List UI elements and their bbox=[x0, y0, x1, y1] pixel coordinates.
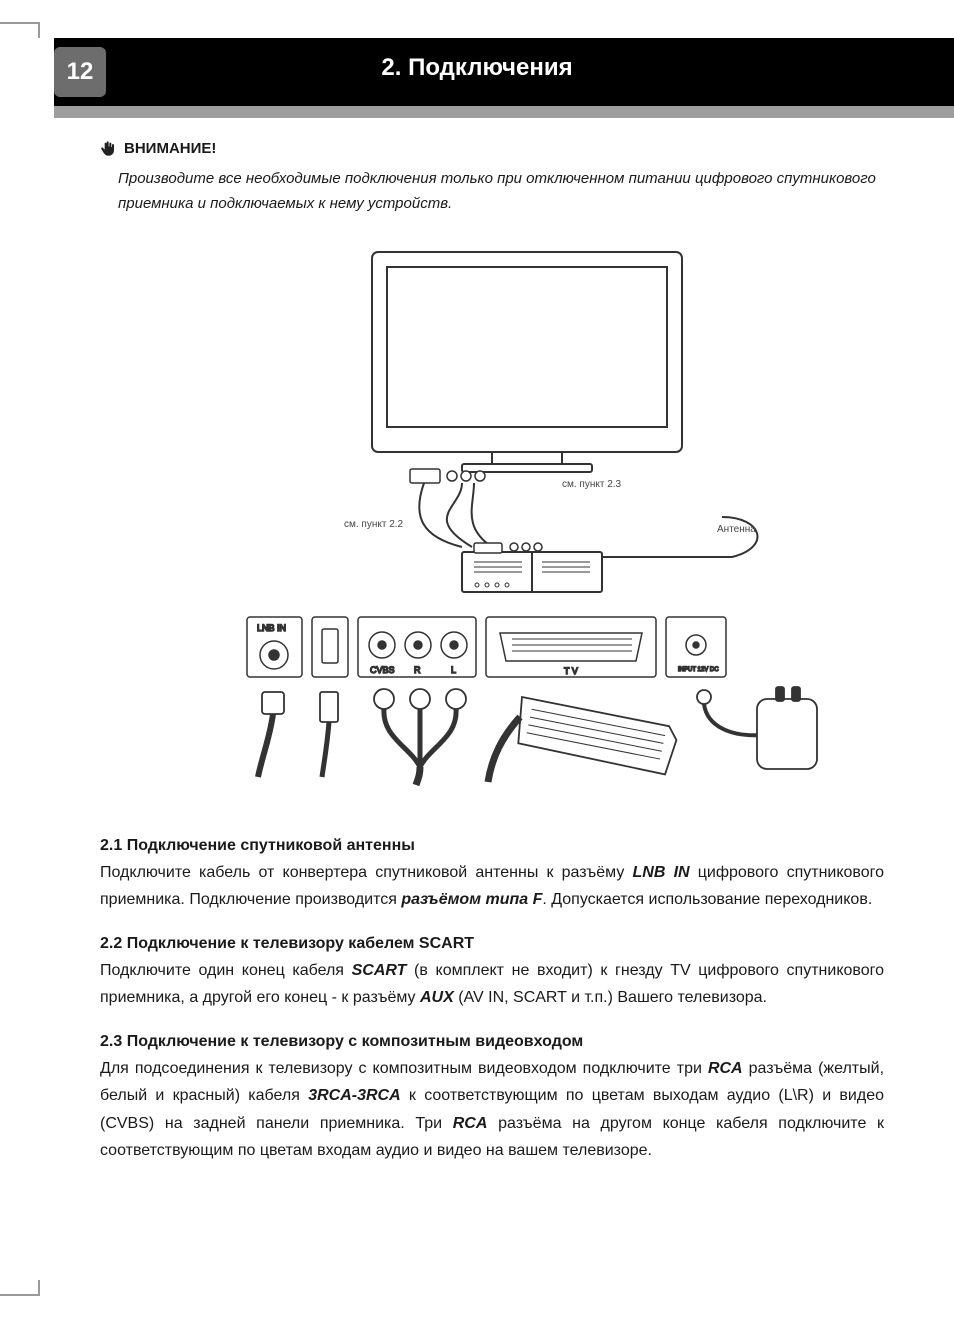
section-body: Подключите кабель от конвертера спутнико… bbox=[100, 859, 884, 913]
diagram-label-2-3: см. пункт 2.3 bbox=[562, 479, 622, 490]
warning-heading: ВНИМАНИЕ! bbox=[100, 140, 884, 157]
section-2-2: 2.2 Подключение к телевизору кабелем SCA… bbox=[100, 935, 884, 1011]
diagram-port-power: INPUT 12V DC bbox=[678, 667, 719, 673]
diagram-port-cvbs: CVBS bbox=[370, 665, 395, 675]
crop-mark bbox=[0, 22, 38, 24]
crop-mark bbox=[38, 22, 40, 38]
section-2-1: 2.1 Подключение спутниковой антенны Подк… bbox=[100, 837, 884, 913]
warning-text: Производите все необходимые подключения … bbox=[118, 167, 884, 217]
header-underline bbox=[54, 106, 954, 118]
connection-diagram: см. пункт 2.3 см. пункт 2.2 Антенна bbox=[162, 247, 822, 787]
section-body: Для подсоединения к телевизору с компози… bbox=[100, 1055, 884, 1164]
diagram-port-lnb: LNB IN bbox=[257, 623, 286, 633]
diagram-label-2-2: см. пункт 2.2 bbox=[344, 519, 404, 530]
hand-icon bbox=[100, 141, 116, 157]
crop-mark bbox=[0, 1294, 38, 1296]
section-title: 2.3 Подключение к телевизору с композитн… bbox=[100, 1033, 884, 1051]
warning-label: ВНИМАНИЕ! bbox=[124, 140, 216, 157]
crop-mark bbox=[38, 1280, 40, 1296]
diagram-port-tv: T V bbox=[564, 666, 578, 676]
diagram-port-r: R bbox=[414, 665, 421, 675]
section-title: 2.2 Подключение к телевизору кабелем SCA… bbox=[100, 935, 884, 953]
section-body: Подключите один конец кабеля SCART (в ко… bbox=[100, 957, 884, 1011]
diagram-port-l: L bbox=[451, 665, 456, 675]
chapter-title: 2. Подключения bbox=[0, 54, 954, 82]
diagram-label-antenna: Антенна bbox=[717, 524, 756, 535]
section-2-3: 2.3 Подключение к телевизору с композитн… bbox=[100, 1033, 884, 1164]
page-content: ВНИМАНИЕ! Производите все необходимые по… bbox=[100, 140, 884, 1186]
section-title: 2.1 Подключение спутниковой антенны bbox=[100, 837, 884, 855]
